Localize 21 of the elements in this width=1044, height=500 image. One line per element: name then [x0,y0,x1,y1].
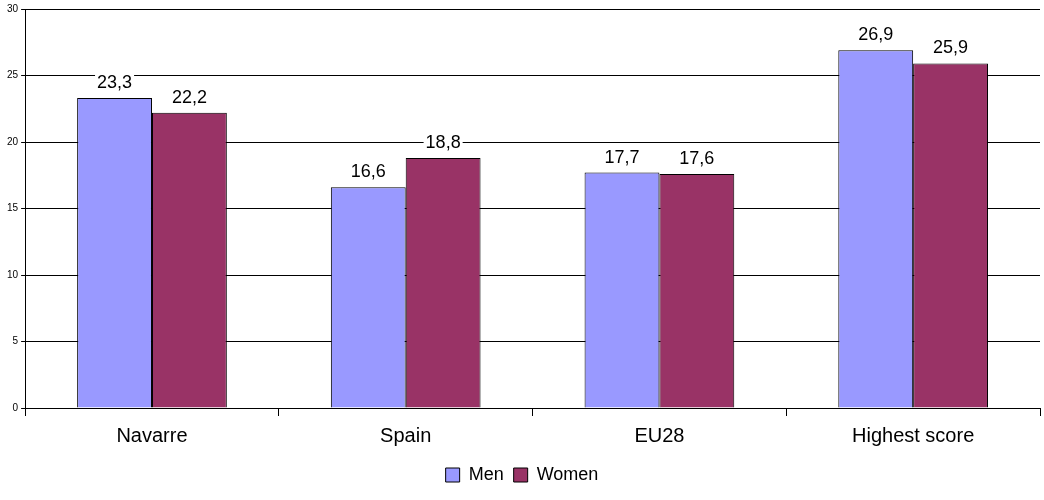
data-label: 22,2 [171,86,207,107]
data-label: 16,6 [350,161,386,182]
x-tick-label: Navarre [116,423,188,446]
y-tick-label: 10 [7,268,19,280]
legend-label: Women [536,463,599,484]
y-tick-label: 5 [12,335,19,347]
x-tick-label: Spain [380,423,432,446]
y-tick-label: 25 [7,69,19,81]
data-label: 26,9 [858,24,894,45]
y-tick-label: 20 [7,135,19,147]
y-tick-label: 15 [7,202,19,214]
data-label: 18,8 [425,131,461,152]
x-tick-label: Highest score [852,423,975,446]
x-tick-label: EU28 [634,423,685,446]
data-label: 17,7 [604,146,640,167]
data-label: 25,9 [933,37,969,58]
data-label: 17,6 [679,147,715,168]
y-tick-label: 30 [7,2,19,14]
data-label: 23,3 [97,72,133,93]
legend-label: Men [468,463,504,484]
y-tick-label: 0 [12,401,19,413]
